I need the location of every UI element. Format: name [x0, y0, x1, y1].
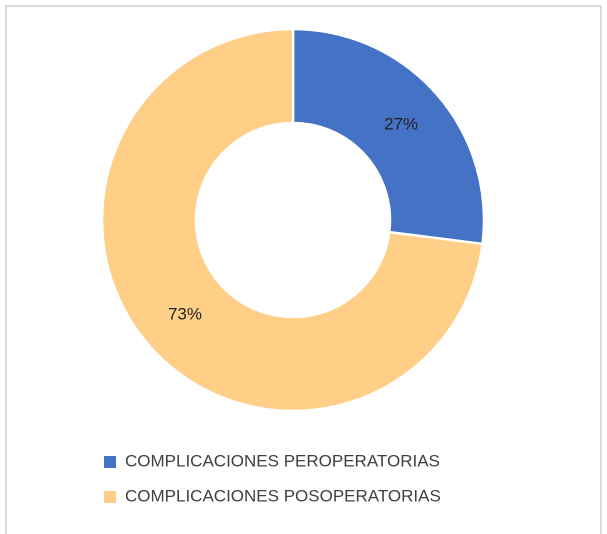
data-label: 27% [384, 114, 418, 133]
chart-frame [5, 5, 602, 534]
legend-label: COMPLICACIONES PEROPERATORIAS [125, 451, 440, 470]
legend-swatch [104, 491, 116, 503]
legend-label: COMPLICACIONES POSOPERATORIAS [125, 486, 441, 505]
donut-slice [100, 27, 484, 413]
donut-slice [291, 27, 486, 246]
data-label: 73% [168, 305, 202, 324]
legend-swatch [104, 456, 116, 468]
